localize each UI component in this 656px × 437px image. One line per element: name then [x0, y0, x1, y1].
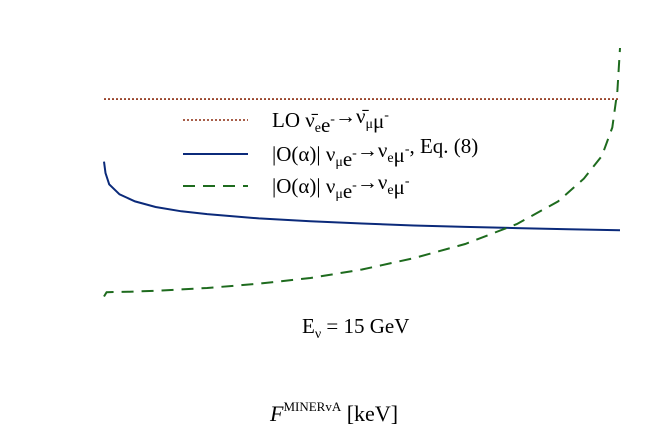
legend-label-2: |O(α)| νμe-→νeμ-, Eq. (8) — [272, 134, 478, 171]
legend: LO ν̄ee-→ν̄μμ-|O(α)| νμe-→νeμ-, Eq. (8)|… — [183, 104, 478, 203]
chart-curves — [103, 47, 621, 298]
series-line-3 — [103, 47, 621, 298]
x-axis-label: FMINERvA [keV] — [269, 399, 398, 426]
legend-label-3: |O(α)| νμe-→νeμ- — [272, 170, 410, 203]
series-line-2 — [103, 161, 621, 232]
legend-label-1: LO ν̄ee-→ν̄μμ- — [272, 104, 389, 137]
energy-annotation: Eν = 15 GeV — [302, 314, 409, 342]
